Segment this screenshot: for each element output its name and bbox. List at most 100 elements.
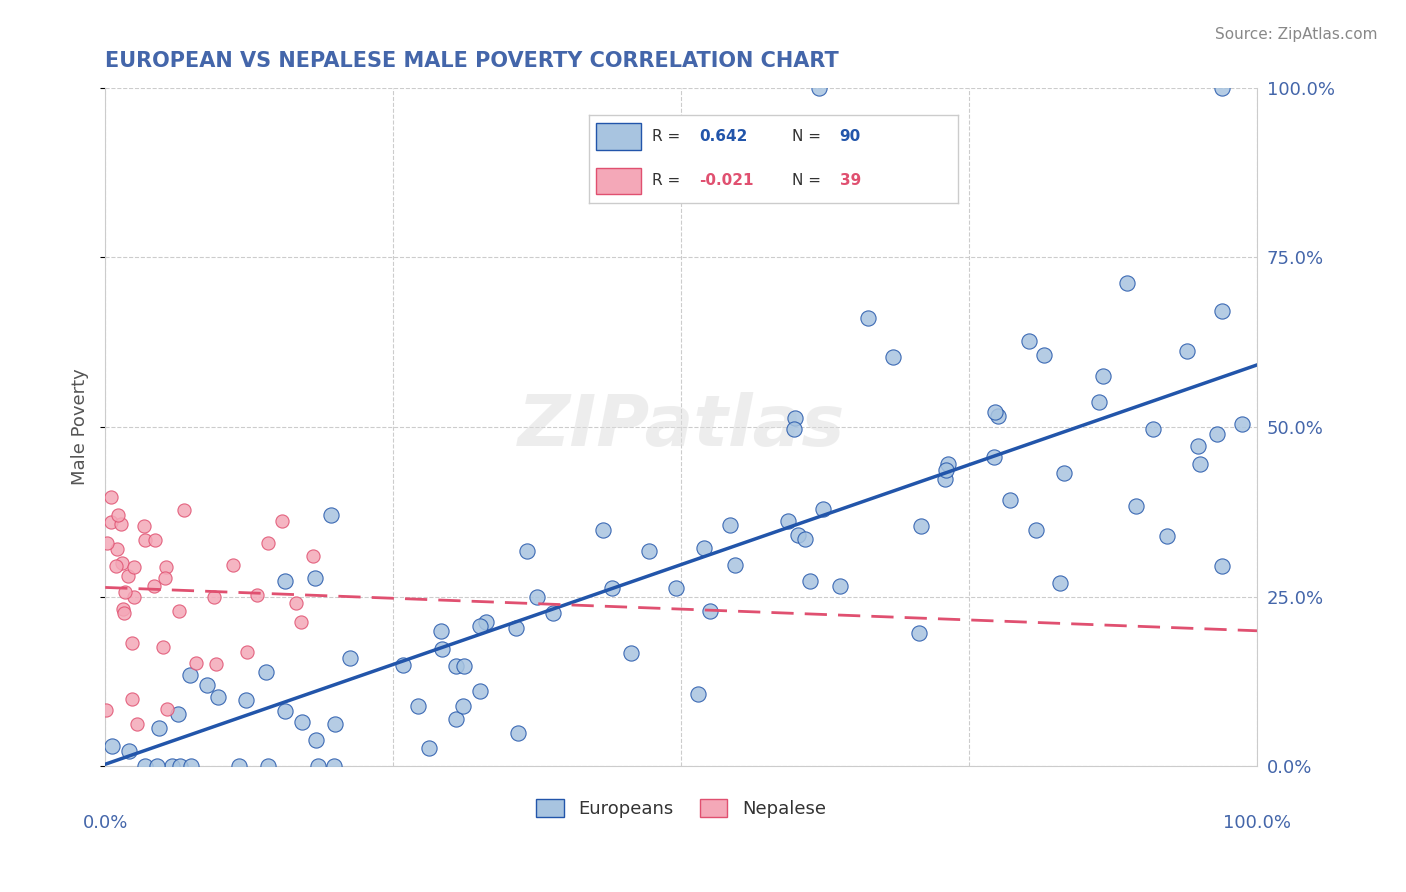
Point — [246, 588, 269, 602]
Point — [111, 602, 134, 616]
Point — [475, 615, 498, 630]
Point — [274, 574, 297, 588]
Point — [274, 704, 297, 718]
Point — [600, 581, 623, 595]
Point — [110, 516, 132, 531]
Point — [179, 668, 201, 682]
Point — [112, 606, 135, 620]
Point — [323, 759, 346, 773]
Point — [468, 684, 491, 698]
Point — [100, 515, 122, 529]
Point — [1206, 426, 1229, 441]
Point — [592, 524, 614, 538]
Point — [1142, 422, 1164, 436]
Point — [418, 741, 440, 756]
Point — [291, 714, 314, 729]
Point — [105, 542, 128, 557]
Point — [453, 698, 475, 713]
Point — [392, 657, 415, 672]
Point — [619, 646, 641, 660]
Point — [987, 409, 1010, 423]
Point — [96, 535, 118, 549]
Point — [882, 350, 904, 364]
Point — [180, 759, 202, 773]
Point — [998, 492, 1021, 507]
Point — [156, 702, 179, 716]
Point — [114, 585, 136, 599]
Point — [169, 759, 191, 773]
Point — [1053, 467, 1076, 481]
Point — [718, 518, 741, 533]
Point — [686, 687, 709, 701]
Point — [117, 569, 139, 583]
Point — [406, 699, 429, 714]
Point — [207, 690, 229, 704]
Point — [304, 571, 326, 585]
Point — [1156, 529, 1178, 543]
Point — [1125, 500, 1147, 514]
Point — [134, 519, 156, 533]
Point — [121, 692, 143, 706]
Point — [858, 311, 880, 326]
Text: EUROPEAN VS NEPALESE MALE POVERTY CORRELATION CHART: EUROPEAN VS NEPALESE MALE POVERTY CORREL… — [105, 51, 839, 70]
Point — [1049, 576, 1071, 591]
Point — [127, 716, 149, 731]
Point — [1187, 439, 1209, 453]
Point — [983, 405, 1005, 419]
Point — [160, 759, 183, 773]
Point — [186, 656, 208, 670]
Point — [811, 502, 834, 516]
Point — [173, 503, 195, 517]
Point — [290, 615, 312, 629]
Point — [100, 490, 122, 504]
Point — [319, 508, 342, 522]
Point — [786, 528, 808, 542]
Point — [910, 519, 932, 533]
Point — [516, 543, 538, 558]
Point — [302, 549, 325, 564]
Point — [307, 759, 329, 773]
Point — [254, 665, 277, 680]
Point — [271, 514, 294, 528]
Point — [1116, 276, 1139, 290]
Point — [444, 712, 467, 726]
Point — [146, 759, 169, 773]
Point — [430, 642, 453, 657]
Point — [776, 514, 799, 528]
Point — [105, 558, 128, 573]
Point — [228, 759, 250, 773]
Point — [305, 733, 328, 747]
Point — [122, 559, 145, 574]
Point — [204, 657, 226, 672]
Point — [699, 604, 721, 618]
Point — [935, 463, 957, 477]
Point — [1018, 334, 1040, 348]
Point — [638, 544, 661, 558]
Point — [1230, 417, 1253, 431]
Point — [983, 450, 1005, 465]
Point — [195, 678, 218, 692]
Point — [323, 716, 346, 731]
Point — [505, 621, 527, 635]
Point — [142, 579, 165, 593]
Point — [1211, 304, 1233, 318]
Point — [794, 532, 817, 546]
Point — [153, 571, 176, 585]
Point — [1175, 344, 1198, 359]
Point — [1025, 523, 1047, 537]
Point — [934, 472, 956, 486]
Point — [1033, 348, 1056, 362]
Legend: Europeans, Nepalese: Europeans, Nepalese — [529, 791, 832, 825]
Point — [1091, 369, 1114, 384]
Point — [152, 640, 174, 654]
Point — [143, 533, 166, 547]
Point — [107, 508, 129, 523]
Point — [506, 726, 529, 740]
Point — [134, 533, 156, 547]
Point — [100, 739, 122, 753]
Point — [118, 744, 141, 758]
Point — [808, 80, 831, 95]
Point — [134, 759, 156, 773]
Point — [167, 604, 190, 618]
Point — [541, 606, 564, 620]
